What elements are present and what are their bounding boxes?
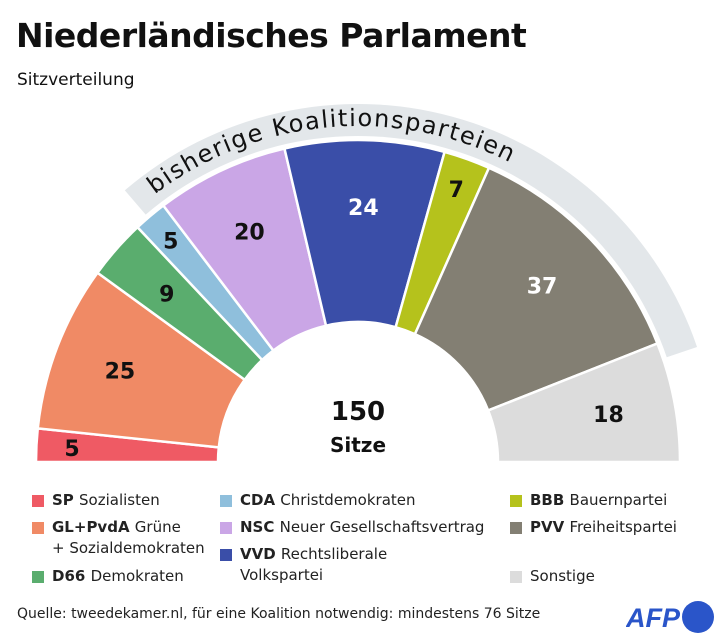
legend-item: CDA Christdemokraten [220,490,416,511]
legend-swatch [510,495,522,507]
legend-party-abbr: BBB [530,491,570,509]
legend-party-name: Sonstige [530,567,595,585]
legend-party-name: Christdemokraten [280,491,416,509]
afp-logo: AFP [625,600,716,638]
legend-swatch [32,495,44,507]
seat-label: 37 [527,275,558,300]
legend-swatch [220,549,232,561]
coalition-band [124,103,698,358]
legend-party-name-line2: Volkspartei [240,566,324,584]
legend-item: D66 Demokraten [32,566,184,587]
seat-label: 7 [449,178,464,203]
legend-party-abbr: SP [52,491,80,509]
legend-swatch [220,495,232,507]
seat-label: 25 [105,360,136,385]
legend-item: Sonstige [510,566,595,587]
legend-swatch [220,522,232,534]
legend-party-name: Rechtsliberale [280,545,388,563]
legend-swatch [510,522,522,534]
legend-item: GL+PvdA Grüne + Sozialdemokraten [32,517,205,559]
legend-party-name-line2: + Sozialdemokraten [52,539,205,557]
total-seats: 150 [331,397,385,427]
legend-party-name: Sozialisten [79,491,160,509]
source-note: Quelle: tweedekamer.nl, für eine Koaliti… [17,606,541,622]
seat-label: 9 [159,282,174,307]
seat-segment-sonstige [486,341,682,464]
legend-item: NSC Neuer Gesellschaftsvertrag [220,517,485,538]
legend-party-abbr: CDA [240,491,281,509]
subtitle: Sitzverteilung [17,70,135,90]
legend-party-name: Freiheitspartei [569,518,677,536]
legend-party-abbr: D66 [52,567,91,585]
seat-label: 24 [348,196,379,221]
legend-swatch [32,522,44,534]
legend-item: PVV Freiheitspartei [510,517,677,538]
legend-party-name: Bauernpartei [569,491,668,509]
svg-text:AFP: AFP [626,603,681,633]
page-title: Niederländisches Parlament [16,16,527,55]
seat-label: 20 [234,220,265,245]
seat-label: 5 [64,437,79,462]
legend-item: SP Sozialisten [32,490,160,511]
legend-swatch [32,571,44,583]
legend-party-name: Neuer Gesellschaftsvertrag [279,518,485,536]
seat-segment-pvv [413,166,660,413]
legend-party-abbr: NSC [240,518,280,536]
legend-party-name: Demokraten [90,567,184,585]
total-seats-label: Sitze [330,433,386,457]
legend-swatch [510,571,522,583]
legend-item: BBB Bauernpartei [510,490,668,511]
legend-item: VVD Rechtsliberale Volkspartei [220,544,388,586]
legend-party-name: Grüne [134,518,181,536]
legend-party-abbr: PVV [530,518,570,536]
seat-label: 5 [163,229,178,254]
legend-party-abbr: VVD [240,545,281,563]
seat-label: 18 [593,403,624,428]
legend-party-abbr: GL+PvdA [52,518,135,536]
